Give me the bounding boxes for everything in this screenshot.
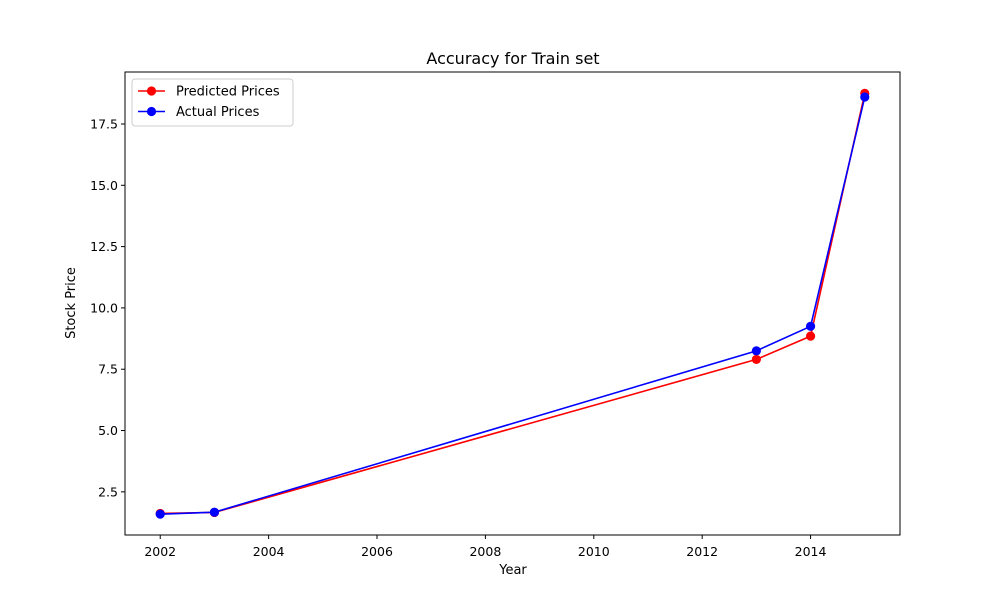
y-tick-label: 2.5	[98, 484, 118, 499]
legend-entry: Predicted Prices	[176, 85, 280, 100]
x-axis-label: Year	[498, 563, 527, 578]
legend-box	[131, 78, 294, 127]
data-point	[805, 331, 816, 341]
legend-marker	[146, 106, 157, 117]
x-tick-label: 2014	[795, 544, 827, 559]
plot-area: 2002 2004 2006 2008 2010 2012 2014 2.5 5.0 7.5 10.…	[90, 71, 901, 559]
legend-marker	[146, 86, 157, 96]
chart-title: Accuracy for Train set	[426, 49, 599, 68]
y-tick-label: 15.0	[90, 178, 118, 193]
x-tick-label: 2008	[469, 544, 501, 559]
y-axis-label: Stock Price	[64, 267, 79, 339]
y-tick-label: 5.0	[98, 423, 118, 438]
y-tick-label: 7.5	[98, 362, 118, 377]
legend: Predicted Prices Actual Prices	[131, 78, 294, 127]
data-point	[209, 507, 220, 517]
axes-frame	[124, 71, 901, 536]
legend-entry: Actual Prices	[176, 105, 260, 120]
x-tick-label: 2012	[686, 544, 718, 559]
y-tick-label: 12.5	[90, 239, 118, 254]
x-tick-label: 2002	[144, 544, 176, 559]
x-tick-label: 2004	[253, 544, 285, 559]
series-line-0	[160, 93, 866, 515]
x-tick-label: 2010	[578, 544, 610, 559]
series-line-1	[160, 96, 866, 515]
data-point	[805, 321, 816, 331]
x-tick-label: 2006	[361, 544, 393, 559]
data-point	[860, 92, 870, 102]
y-tick-label: 10.0	[90, 300, 118, 315]
data-point	[751, 346, 761, 356]
data-point	[751, 354, 761, 365]
data-point	[155, 509, 165, 519]
y-tick-label: 17.5	[90, 116, 118, 131]
